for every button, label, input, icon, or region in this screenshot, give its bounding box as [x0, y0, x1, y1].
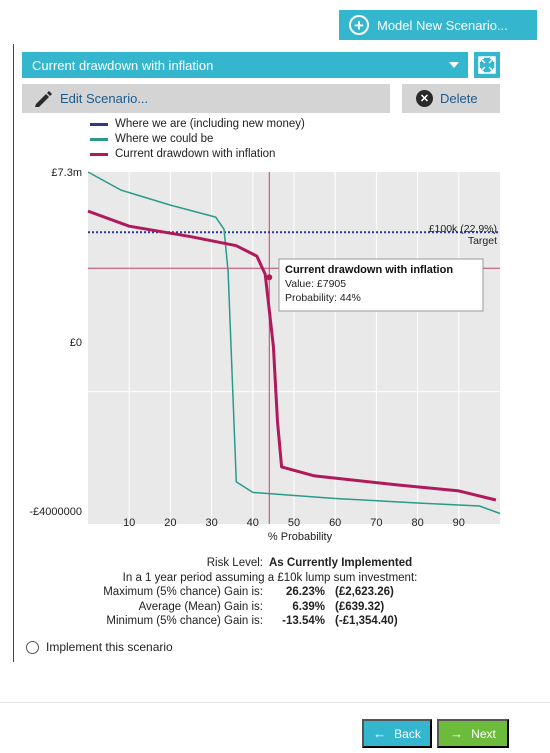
chart-tooltip: Current drawdown with inflation Value: £…	[278, 258, 484, 312]
back-label: Back	[394, 726, 421, 741]
delete-label: Delete	[440, 91, 478, 106]
y-tick-label: £7.3m	[51, 167, 82, 179]
series-line-2	[87, 171, 501, 515]
stat-row-maximum: Maximum (5% chance) Gain is: 26.23% (£2,…	[40, 585, 500, 600]
tooltip-box	[278, 258, 484, 312]
y-axis-labels: £7.3m £0 -£4000000	[29, 167, 82, 518]
legend-entry-where-we-are: Where we are (including new money)	[90, 117, 305, 132]
risk-level-value: As Currently Implemented	[269, 557, 413, 569]
scenario-dropdown[interactable]: Current drawdown with inflation	[22, 52, 468, 78]
hover-marker	[266, 274, 273, 281]
stat-row-minimum: Minimum (5% chance) Gain is: -13.54% (-£…	[40, 614, 500, 629]
x-axis-labels: 10 20 30 40 50 60 70 80 90	[123, 517, 465, 529]
stat-percent: 6.39%	[292, 600, 325, 613]
legend-label: Current drawdown with inflation	[115, 148, 276, 160]
stat-amount: (£2,623.26)	[335, 586, 394, 598]
close-circle-icon: ✕	[416, 90, 433, 107]
stat-label: Average (Mean) Gain is:	[138, 600, 263, 613]
x-tick-label: 90	[453, 517, 465, 529]
x-tick-label: 40	[247, 517, 259, 529]
scenario-dropdown-value: Current drawdown with inflation	[32, 57, 214, 73]
tooltip-value: Value: £7905	[285, 278, 346, 290]
model-new-scenario-button[interactable]: + Model New Scenario...	[339, 10, 537, 40]
arrow-left-icon: ←	[373, 726, 387, 741]
legend-swatch	[90, 153, 108, 156]
delete-scenario-button[interactable]: ✕ Delete	[402, 84, 500, 113]
probability-chart: £7.3m £0 -£4000000 10 20 30 40 50 60 70 80 90 % …	[29, 167, 501, 543]
chevron-down-icon	[449, 62, 459, 68]
stat-label: Maximum (5% chance) Gain is:	[103, 586, 263, 598]
panel-divider	[13, 44, 14, 662]
edit-scenario-button[interactable]: Edit Scenario...	[22, 84, 390, 113]
tooltip-probability: Probability: 44%	[285, 292, 361, 304]
x-tick-label: 80	[411, 517, 423, 529]
period-text: In a 1 year period assuming a £10k lump …	[122, 571, 418, 584]
pencil-icon	[35, 90, 52, 107]
risk-level-label: Risk Level:	[206, 557, 263, 569]
x-axis-title: % Probability	[268, 531, 333, 543]
grid-layer	[88, 172, 500, 524]
next-label: Next	[471, 726, 496, 741]
stat-percent: -13.54%	[282, 615, 325, 627]
x-tick-label: 20	[164, 517, 176, 529]
chart-legend: Where we are (including new money) Where…	[90, 117, 305, 162]
y-tick-label: -£4000000	[29, 506, 82, 518]
tooltip-title: Current drawdown with inflation	[285, 264, 453, 276]
edit-scenario-label: Edit Scenario...	[60, 91, 149, 106]
implement-radio[interactable]	[26, 640, 39, 654]
benchmark-annotation: £100k (22.9%)	[429, 223, 497, 235]
legend-label: Where we could be	[115, 133, 214, 145]
x-tick-label: 30	[205, 517, 217, 529]
series-line-3	[87, 209, 497, 502]
period-row: In a 1 year period assuming a £10k lump …	[40, 571, 500, 586]
legend-swatch	[90, 138, 108, 141]
arrow-right-icon: →	[450, 726, 464, 741]
risk-level-row: Risk Level: As Currently Implemented	[40, 556, 500, 571]
stat-percent: 26.23%	[285, 586, 325, 598]
y-tick-label: £0	[70, 337, 82, 349]
legend-swatch	[90, 123, 108, 126]
model-new-scenario-label: Model New Scenario...	[377, 17, 508, 33]
implement-label: Implement this scenario	[46, 640, 173, 654]
expand-icon	[478, 56, 496, 74]
stat-amount: (-£1,354.40)	[335, 615, 398, 627]
legend-label: Where we are (including new money)	[115, 118, 305, 130]
next-button[interactable]: → Next	[437, 719, 509, 748]
x-tick-label: 10	[123, 517, 135, 529]
back-button[interactable]: ← Back	[362, 719, 432, 748]
plus-circle-icon: +	[349, 15, 369, 35]
stat-row-average: Average (Mean) Gain is: 6.39% (£639.32)	[40, 600, 500, 615]
expand-chart-button[interactable]	[474, 52, 500, 78]
footer-divider	[0, 702, 550, 703]
target-label: Target	[468, 235, 497, 247]
implement-scenario-option[interactable]: Implement this scenario	[26, 640, 173, 654]
x-tick-label: 70	[370, 517, 382, 529]
stat-label: Minimum (5% chance) Gain is:	[106, 615, 263, 627]
series-layer	[87, 171, 501, 515]
risk-statistics: Risk Level: As Currently Implemented In …	[40, 556, 500, 629]
x-tick-label: 60	[329, 517, 341, 529]
x-tick-label: 50	[288, 517, 300, 529]
legend-entry-where-we-could-be: Where we could be	[90, 132, 305, 147]
legend-entry-current-drawdown: Current drawdown with inflation	[90, 147, 305, 162]
stat-amount: (£639.32)	[335, 600, 385, 613]
